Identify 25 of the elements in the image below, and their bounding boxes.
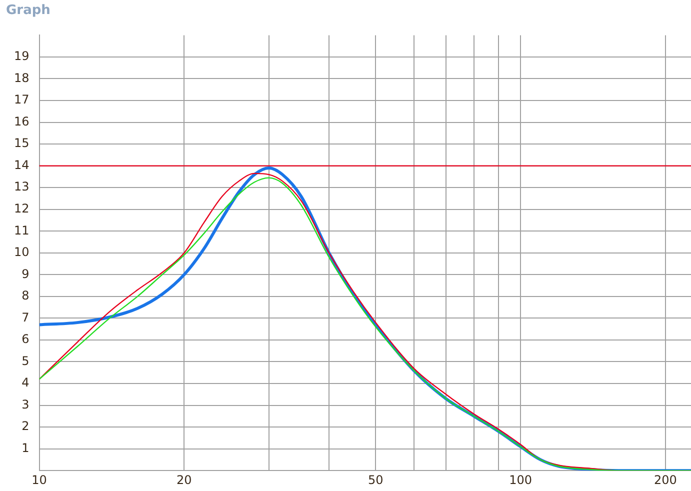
x-tick-label: 100 <box>509 472 532 487</box>
y-tick-label: 6 <box>22 332 30 346</box>
y-tick-label: 17 <box>14 92 30 107</box>
x-tick-label: 10 <box>32 472 47 487</box>
y-tick-label: 7 <box>22 310 30 324</box>
y-tick-label: 11 <box>14 223 30 238</box>
y-tick-label: 1 <box>22 440 30 455</box>
x-tick-label: 50 <box>368 472 384 487</box>
y-tick-label: 18 <box>14 70 30 85</box>
x-tick-label: 200 <box>654 472 677 487</box>
y-tick-label: 16 <box>14 114 30 128</box>
y-tick-label: 9 <box>22 266 30 281</box>
x-tick-label: 20 <box>176 472 192 487</box>
y-tick-label: 19 <box>14 49 30 64</box>
y-tick-label: 2 <box>22 419 30 434</box>
y-tick-label: 3 <box>22 397 30 412</box>
y-tick-label: 4 <box>22 376 30 390</box>
y-tick-label: 5 <box>22 354 30 368</box>
y-tick-label: 12 <box>14 201 30 216</box>
y-tick-label: 15 <box>14 136 30 150</box>
y-tick-label: 14 <box>14 158 30 172</box>
chart-title: Graph <box>6 3 50 18</box>
y-tick-label: 13 <box>14 180 30 194</box>
y-tick-label: 10 <box>14 245 30 260</box>
y-tick-label: 8 <box>22 288 30 303</box>
